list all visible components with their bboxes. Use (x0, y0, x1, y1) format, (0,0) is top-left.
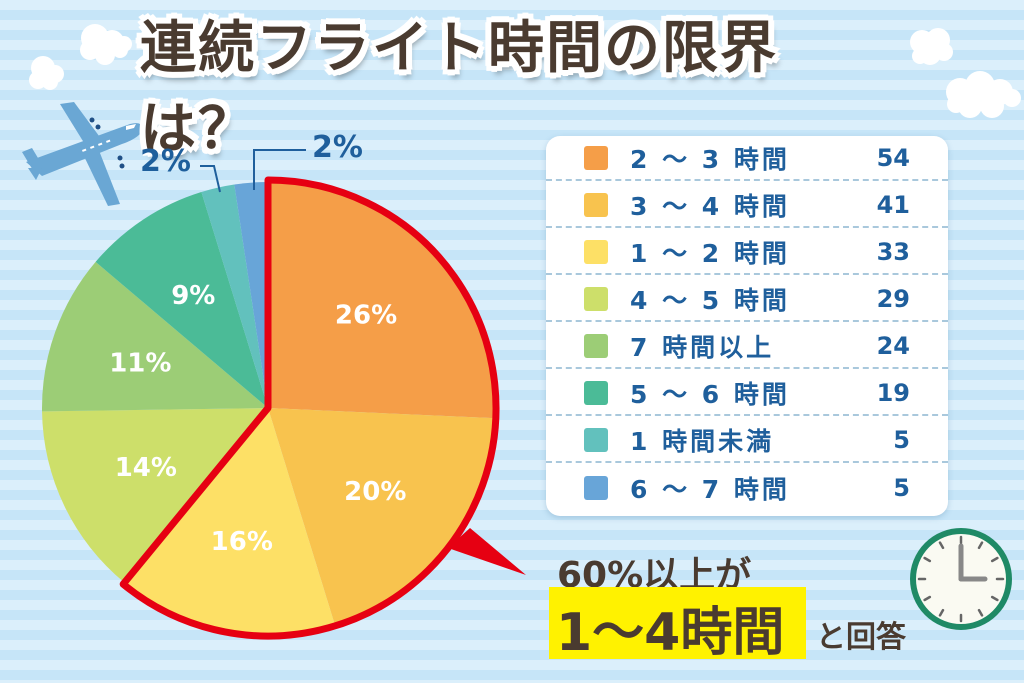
legend-value: 29 (876, 284, 910, 313)
legend-value: 19 (876, 378, 910, 407)
pie-slice (268, 182, 494, 419)
callout-highlight-text: 1〜4時間 (556, 603, 785, 663)
slice-label: 14% (115, 453, 177, 483)
cloud-icon (910, 28, 1021, 118)
slice-label: 16% (211, 527, 273, 557)
leader-line (253, 149, 306, 190)
pie-slice (95, 192, 268, 408)
legend-swatch (584, 286, 608, 311)
airplane-icon (22, 102, 142, 206)
title-text: 連続フライト時間の限界は？ (140, 16, 778, 162)
legend-item: 3 〜 4 時間 41 (546, 183, 948, 228)
legend-value: 41 (876, 190, 910, 219)
slice-label: 11% (109, 348, 171, 378)
legend-item: 7 時間以上 24 (546, 324, 948, 369)
legend-item: 6 〜 7 時間 5 (546, 465, 948, 510)
leader-line (200, 165, 221, 193)
callout-highlight-box (549, 587, 806, 659)
callout-suffix: と回答 (816, 620, 906, 655)
legend-value: 24 (876, 331, 910, 360)
slice-label: 20% (344, 477, 406, 507)
slice-label: 26% (335, 300, 397, 330)
legend-label: 3 〜 4 時間 (630, 191, 790, 221)
pie-chart: 26% 20% 16% 14% 11% 9% (42, 149, 526, 640)
legend-label: 6 〜 7 時間 (630, 474, 790, 504)
slice-label: 9% (171, 281, 215, 311)
legend-item: 1 〜 2 時間 33 (546, 230, 948, 275)
legend: 2 〜 3 時間 54 3 〜 4 時間 41 1 〜 2 時間 33 4 〜 … (546, 136, 948, 516)
legend-label: 2 〜 3 時間 (630, 144, 790, 174)
legend-item: 2 〜 3 時間 54 (546, 136, 948, 181)
pie-slice (124, 408, 335, 635)
legend-label: 1 時間未満 (630, 426, 775, 456)
legend-value: 33 (876, 237, 910, 266)
legend-value: 5 (893, 425, 910, 454)
legend-label: 5 〜 6 時間 (630, 379, 790, 409)
clock-icon (910, 528, 1012, 630)
page-title: 連続フライト時間の限界は？ (140, 16, 880, 162)
pie-slice (234, 182, 268, 408)
outside-label-right: 2% (312, 130, 363, 165)
pie-slice (201, 184, 268, 408)
legend-item: 4 〜 5 時間 29 (546, 277, 948, 322)
pie-slice (268, 408, 494, 624)
legend-swatch (584, 145, 608, 170)
legend-value: 5 (893, 473, 910, 502)
callout-pointer (448, 528, 526, 575)
legend-item: 1 時間未満 5 (546, 418, 948, 463)
outside-label-left: 2% (140, 144, 191, 179)
legend-label: 7 時間以上 (630, 332, 775, 362)
legend-value: 54 (876, 143, 910, 172)
legend-swatch (584, 475, 608, 500)
pie-slice (42, 408, 269, 583)
legend-swatch (584, 427, 608, 452)
legend-label: 4 〜 5 時間 (630, 285, 790, 315)
legend-swatch (584, 192, 608, 217)
legend-label: 1 〜 2 時間 (630, 238, 790, 268)
legend-swatch (584, 380, 608, 405)
legend-swatch (584, 239, 608, 264)
highlight-outline (119, 176, 500, 640)
legend-swatch (584, 333, 608, 358)
legend-item: 5 〜 6 時間 19 (546, 371, 948, 416)
pie-slice (42, 261, 268, 412)
cloud-icon (29, 24, 132, 90)
